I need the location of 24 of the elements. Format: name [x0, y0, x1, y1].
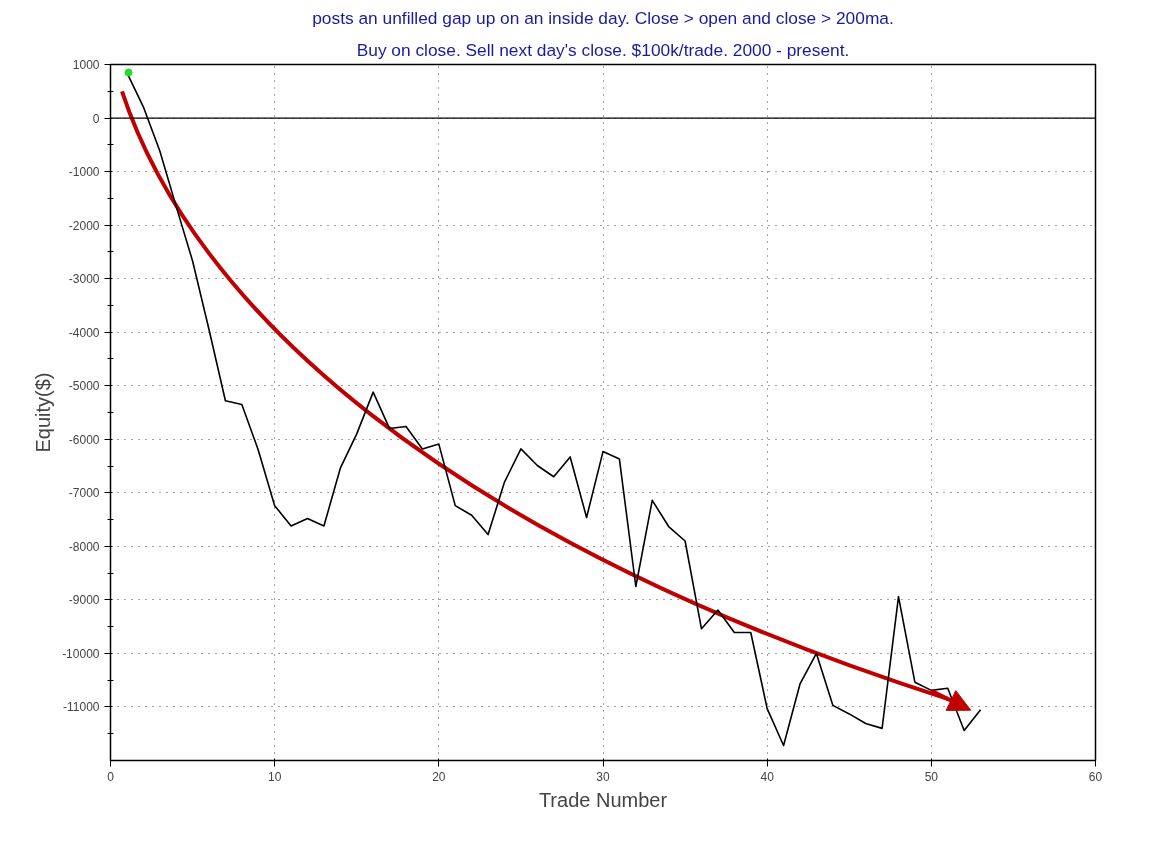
y-tick-label: 1000	[72, 58, 100, 72]
y-tick-label: -11000	[63, 700, 100, 715]
y-tick-label: -9000	[68, 593, 100, 608]
y-tick-label: -6000	[68, 432, 100, 447]
y-tick-label: -4000	[68, 325, 100, 340]
x-tick-label: 0	[107, 769, 115, 784]
x-tick-label: 30	[596, 769, 610, 784]
y-tick-label: -10000	[62, 646, 100, 661]
chart-subtitle: Buy on close. Sell next day's close. $100k/trade. 2000 - present.	[356, 39, 850, 60]
x-tick-label: 40	[760, 769, 775, 784]
chart-title: posts an unfilled gap up on an inside day. Close > open and close > 200ma.	[312, 7, 894, 28]
y-tick-label: -8000	[68, 539, 100, 554]
y-tick-label: -5000	[68, 379, 100, 394]
x-tick-label: 10	[267, 769, 282, 784]
y-tick-label: -1000	[68, 165, 100, 180]
x-tick-label: 50	[924, 769, 939, 784]
y-tick-label: -2000	[68, 218, 100, 233]
x-axis-title: Trade Number	[538, 788, 668, 811]
y-tick-label: -7000	[68, 486, 100, 501]
y-tick-label: -3000	[68, 272, 100, 287]
y-axis-title: Equity($)	[32, 372, 55, 453]
x-tick-label: 60	[1088, 769, 1103, 784]
y-tick-label: 0	[92, 111, 100, 126]
x-tick-label: 20	[432, 769, 446, 784]
